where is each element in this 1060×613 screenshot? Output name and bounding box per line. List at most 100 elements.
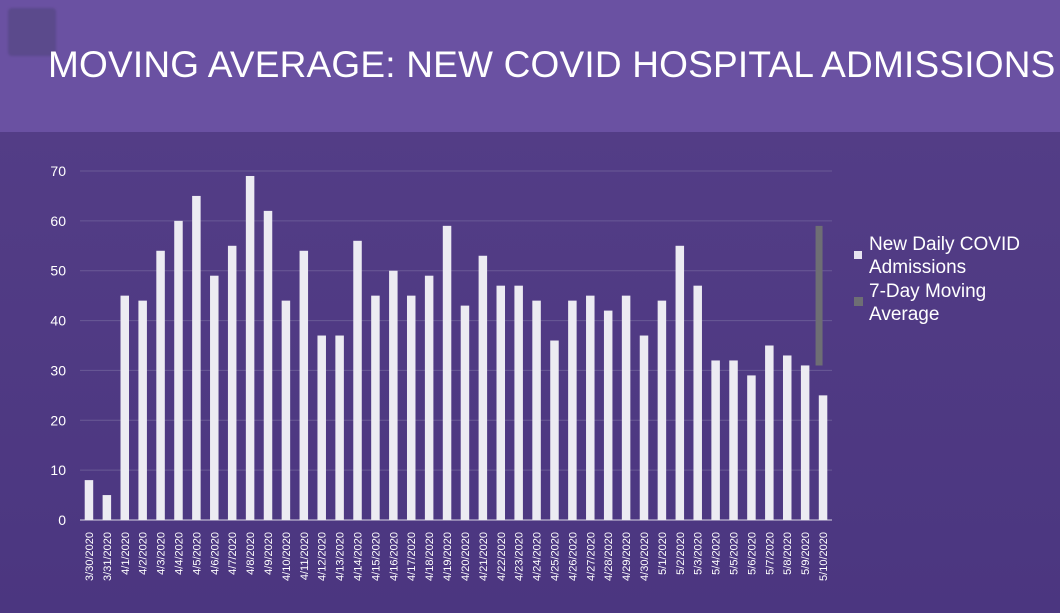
- bar: [138, 300, 147, 520]
- legend-label: Average: [869, 304, 940, 325]
- y-tick-label: 30: [50, 362, 66, 378]
- bar: [603, 310, 613, 520]
- bar: [102, 495, 112, 520]
- y-tick-label: 70: [50, 163, 66, 179]
- legend-label: Admissions: [869, 257, 967, 278]
- bar: [693, 285, 702, 520]
- bar: [192, 195, 201, 520]
- bar: [478, 255, 488, 520]
- x-tick-label: 4/7/2020: [227, 532, 239, 575]
- x-tick-label: 4/22/2020: [496, 532, 508, 581]
- x-tick-label: 4/1/2020: [120, 532, 132, 575]
- y-tick-label: 60: [50, 213, 66, 229]
- bar: [389, 270, 398, 520]
- x-tick-label: 4/10/2020: [281, 532, 293, 581]
- x-tick-label: 4/19/2020: [442, 532, 454, 581]
- bar: [639, 335, 649, 520]
- x-tick-label: 4/6/2020: [209, 532, 221, 575]
- x-tick-label: 5/5/2020: [729, 532, 741, 575]
- x-tick-label: 3/30/2020: [84, 532, 96, 581]
- x-tick-label: 4/21/2020: [478, 532, 490, 581]
- bar: [299, 250, 309, 520]
- bar: [460, 305, 470, 520]
- x-tick-label: 4/23/2020: [514, 532, 526, 581]
- bar: [371, 295, 380, 520]
- bar: [442, 225, 452, 521]
- logo: [8, 8, 56, 56]
- x-tick-label: 5/8/2020: [782, 532, 794, 575]
- bar: [120, 295, 130, 520]
- y-tick-label: 50: [50, 263, 66, 279]
- x-tick-label: 5/9/2020: [800, 532, 812, 575]
- bar: [317, 335, 326, 520]
- x-tick-label: 4/3/2020: [156, 532, 168, 575]
- bar: [765, 345, 774, 520]
- bar: [747, 375, 756, 520]
- bar: [335, 335, 344, 520]
- x-tick-label: 4/8/2020: [245, 532, 257, 575]
- x-tick-label: 4/12/2020: [317, 532, 329, 581]
- bar: [729, 360, 738, 520]
- bar: [406, 295, 416, 520]
- bar: [532, 300, 541, 520]
- bar: [245, 175, 255, 520]
- x-tick-label: 4/20/2020: [460, 532, 472, 581]
- bar: [174, 220, 183, 520]
- x-tick-label: 4/5/2020: [191, 532, 203, 575]
- bar: [424, 275, 434, 520]
- bar: [263, 210, 273, 520]
- x-tick-label: 4/27/2020: [585, 532, 597, 581]
- legend-item-moving-average: 7-Day Moving Average: [852, 280, 1057, 326]
- x-tick-label: 4/26/2020: [567, 532, 579, 581]
- x-tick-label: 4/28/2020: [603, 532, 615, 581]
- bar: [281, 300, 291, 520]
- x-tick-label: 4/14/2020: [353, 532, 365, 581]
- chart-legend: New Daily COVID Admissions 7-Day Moving …: [852, 233, 1057, 327]
- x-tick-label: 4/16/2020: [388, 532, 400, 581]
- y-tick-label: 10: [50, 462, 66, 478]
- y-tick-label: 0: [58, 512, 66, 528]
- bar: [568, 300, 577, 520]
- page-title: MOVING AVERAGE: NEW COVID HOSPITAL ADMIS…: [48, 44, 1056, 82]
- bar: [621, 295, 631, 520]
- bar: [156, 250, 165, 520]
- x-tick-label: 4/15/2020: [370, 532, 382, 581]
- y-tick-label: 20: [50, 412, 66, 428]
- legend-swatch-bar: [854, 251, 862, 259]
- x-tick-label: 5/3/2020: [693, 532, 705, 575]
- x-tick-label: 4/4/2020: [173, 532, 185, 575]
- x-tick-label: 4/11/2020: [299, 532, 311, 580]
- bar: [586, 295, 595, 520]
- legend-label: New Daily COVID: [869, 234, 1020, 255]
- bar: [84, 480, 94, 520]
- bar: [514, 285, 523, 520]
- x-tick-label: 5/6/2020: [746, 532, 758, 575]
- y-tick-label: 40: [50, 313, 66, 329]
- x-tick-label: 4/17/2020: [406, 532, 418, 581]
- legend-label: 7-Day Moving: [869, 281, 987, 302]
- x-tick-label: 5/10/2020: [818, 532, 830, 581]
- bar: [782, 355, 792, 520]
- bar: [711, 360, 720, 520]
- bar: [227, 245, 237, 521]
- slide-header: MOVING AVERAGE: NEW COVID HOSPITAL ADMIS…: [0, 0, 1060, 133]
- x-tick-label: 4/24/2020: [532, 532, 544, 581]
- x-tick-label: 4/18/2020: [424, 532, 436, 581]
- x-tick-label: 5/2/2020: [675, 532, 687, 575]
- x-tick-label: 4/29/2020: [621, 532, 633, 581]
- legend-item-daily-admissions: New Daily COVID Admissions: [852, 233, 1057, 279]
- bar: [675, 245, 685, 521]
- x-tick-label: 4/2/2020: [138, 532, 150, 575]
- legend-swatch-line: [854, 297, 863, 306]
- x-tick-label: 3/31/2020: [102, 532, 114, 581]
- bar: [818, 395, 828, 520]
- x-tick-label: 5/7/2020: [764, 532, 776, 575]
- x-tick-label: 4/9/2020: [263, 532, 275, 575]
- x-tick-label: 4/25/2020: [549, 532, 561, 581]
- bar: [210, 275, 219, 520]
- bar: [657, 300, 667, 520]
- bar: [496, 285, 506, 520]
- x-tick-label: 5/4/2020: [711, 532, 723, 575]
- bar: [550, 340, 559, 520]
